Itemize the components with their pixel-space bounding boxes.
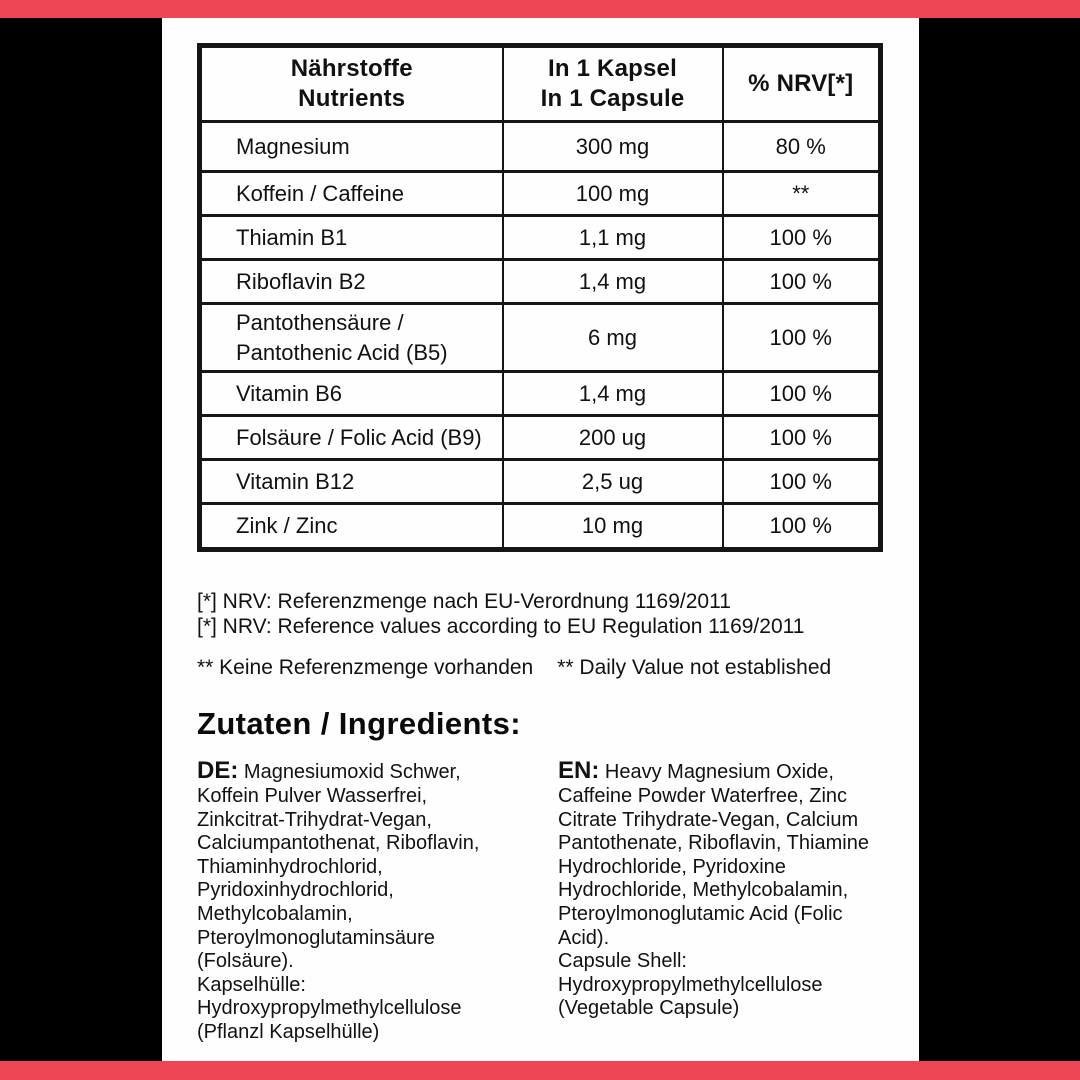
bottom-red-band xyxy=(0,1061,1080,1080)
nutrient-amount: 10 mg xyxy=(501,502,724,551)
nutrient-nrv: ** xyxy=(721,170,882,217)
nutrient-nrv: 100 % xyxy=(721,258,882,305)
nutrient-name: Thiamin B1 xyxy=(198,214,504,261)
table-row: Thiamin B1 1,1 mg 100 % xyxy=(198,214,882,261)
header-per-capsule-en: In 1 Capsule xyxy=(540,85,685,112)
table-row: Riboflavin B2 1,4 mg 100 % xyxy=(198,258,882,305)
ingredients-en-text: EN: Heavy Magnesium Oxide, Caffeine Powd… xyxy=(558,757,880,950)
capsule-shell-de: Kapselhülle: Hydroxypropylmethylcellulos… xyxy=(197,973,462,1043)
header-nutrients-de: Nährstoffe xyxy=(290,55,413,82)
ingredients-de-list: Magnesiumoxid Schwer, Koffein Pulver Was… xyxy=(197,760,480,973)
header-per-capsule: In 1 Kapsel In 1 Capsule xyxy=(501,44,724,123)
nutrient-name: Folsäure / Folic Acid (B9) xyxy=(198,414,504,461)
table-row: Koffein / Caffeine 100 mg ** xyxy=(198,170,882,217)
nutrient-nrv: 100 % xyxy=(721,502,882,551)
nutrient-nrv: 100 % xyxy=(721,414,882,461)
nutrient-nrv: 100 % xyxy=(721,214,882,261)
table-row: Vitamin B6 1,4 mg 100 % xyxy=(198,370,882,417)
nutrient-amount: 200 ug xyxy=(501,414,724,461)
no-reference-footnote: ** Keine Referenzmenge vorhanden ** Dail… xyxy=(197,656,881,681)
table-row: Pantothensäure / Pantothenic Acid (B5) 6… xyxy=(198,302,882,373)
nutrient-nrv: 100 % xyxy=(721,370,882,417)
nutrient-name: Vitamin B6 xyxy=(198,370,504,417)
nutrient-name: Magnesium xyxy=(198,120,504,173)
nutrient-amount: 300 mg xyxy=(501,120,724,173)
nutrient-name: Vitamin B12 xyxy=(198,458,504,505)
nutrient-amount: 100 mg xyxy=(501,170,724,217)
ingredients-en-list: Heavy Magnesium Oxide, Caffeine Powder W… xyxy=(558,760,869,949)
top-red-band xyxy=(0,0,1080,18)
header-nrv: % NRV[*] xyxy=(721,44,882,123)
ingredients-column-en: EN: Heavy Magnesium Oxide, Caffeine Powd… xyxy=(558,757,880,1045)
table-row: Zink / Zinc 10 mg 100 % xyxy=(198,502,882,551)
nutrient-amount: 1,4 mg xyxy=(501,370,724,417)
nutrient-nrv: 80 % xyxy=(721,120,882,173)
nutrient-amount: 1,4 mg xyxy=(501,258,724,305)
nutrient-name: Zink / Zinc xyxy=(198,502,504,551)
ingredients-column-de: DE: Magnesiumoxid Schwer, Koffein Pulver… xyxy=(197,757,502,1045)
nutrient-amount: 2,5 ug xyxy=(501,458,724,505)
nrv-footnote-de: [*] NRV: Referenzmenge nach EU-Verordnun… xyxy=(197,590,731,613)
table-row: Folsäure / Folic Acid (B9) 200 ug 100 % xyxy=(198,414,882,461)
header-nutrients: Nährstoffe Nutrients xyxy=(198,44,504,123)
nutrients-table: Nährstoffe Nutrients In 1 Kapsel In 1 Ca… xyxy=(197,43,883,552)
header-nutrients-en: Nutrients xyxy=(298,85,406,112)
ingredients-de-text: DE: Magnesiumoxid Schwer, Koffein Pulver… xyxy=(197,757,502,974)
table-header-row: Nährstoffe Nutrients In 1 Kapsel In 1 Ca… xyxy=(198,44,882,123)
table-row: Vitamin B12 2,5 ug 100 % xyxy=(198,458,882,505)
no-reference-de: ** Keine Referenzmenge vorhanden xyxy=(197,656,534,680)
lang-prefix-en: EN: xyxy=(558,756,600,784)
capsule-shell-en: Capsule Shell: Hydroxypropylmethylcellul… xyxy=(558,950,823,1020)
footnotes: [*] NRV: Referenzmenge nach EU-Verordnun… xyxy=(197,590,881,681)
nutrient-name: Riboflavin B2 xyxy=(198,258,504,305)
header-per-capsule-de: In 1 Kapsel xyxy=(548,55,677,82)
label-panel: Nährstoffe Nutrients In 1 Kapsel In 1 Ca… xyxy=(162,18,919,1061)
lang-prefix-de: DE: xyxy=(197,756,239,784)
nutrient-nrv: 100 % xyxy=(721,302,882,373)
table-row: Magnesium 300 mg 80 % xyxy=(198,120,882,173)
no-reference-en: ** Daily Value not established xyxy=(557,656,832,680)
nutrient-amount: 1,1 mg xyxy=(501,214,724,261)
nutrient-name: Koffein / Caffeine xyxy=(198,170,504,217)
nrv-footnote-en: [*] NRV: Reference values according to E… xyxy=(197,614,805,638)
ingredients-heading: Zutaten / Ingredients: xyxy=(197,705,521,741)
nutrient-amount: 6 mg xyxy=(501,302,724,373)
ingredients-columns: DE: Magnesiumoxid Schwer, Koffein Pulver… xyxy=(197,757,881,1045)
nutrient-name: Pantothensäure / Pantothenic Acid (B5) xyxy=(198,302,504,373)
nutrient-nrv: 100 % xyxy=(721,458,882,505)
